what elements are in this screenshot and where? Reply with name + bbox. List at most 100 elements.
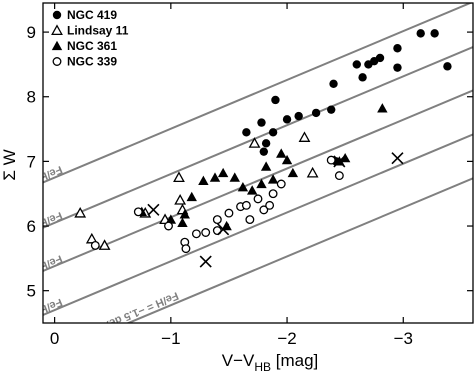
data-point-ngc-419 [259, 147, 269, 156]
iso-metallicity-line [125, 177, 473, 323]
data-point-ngc-419 [282, 115, 292, 124]
y-tick-label: 5 [27, 282, 36, 301]
data-point-ngc-339 [334, 171, 344, 181]
cross-marker [217, 223, 230, 236]
cross-stroke [199, 255, 212, 268]
legend-marker-lindsay-11 [51, 24, 63, 35]
data-point-ngc-419 [327, 105, 336, 114]
data-point-ngc-419 [416, 29, 425, 38]
data-point-ngc-339 [201, 228, 211, 237]
y-axis-label: Σ W [0, 149, 19, 180]
data-point-lindsay-11 [248, 137, 261, 148]
data-point-ngc-419 [329, 79, 338, 89]
data-point-ngc-361 [177, 217, 188, 227]
data-point-ngc-361 [256, 178, 267, 189]
cross-marker [147, 203, 160, 216]
data-point-ngc-419 [430, 29, 439, 38]
data-point-ngc-361 [281, 154, 293, 165]
data-point-ngc-419 [352, 60, 361, 69]
data-point-ngc-339 [326, 155, 336, 165]
cross-stroke [391, 152, 404, 165]
data-point-ngc-339 [268, 189, 278, 199]
data-point-lindsay-11 [174, 194, 187, 205]
data-point-ngc-361 [186, 191, 197, 202]
data-point-ngc-419 [393, 63, 402, 72]
data-point-ngc-361 [217, 167, 229, 178]
data-point-ngc-361 [267, 174, 279, 184]
data-point-ngc-339 [253, 194, 263, 204]
data-point-ngc-339 [191, 229, 201, 239]
data-point-ngc-361 [165, 214, 177, 224]
data-point-ngc-339 [164, 221, 173, 231]
data-point-ngc-361 [260, 161, 272, 171]
data-point-ngc-339 [90, 240, 100, 250]
cross-marker [391, 152, 404, 165]
plot-frame [42, 2, 474, 324]
x-tick-label: 0 [50, 329, 59, 348]
data-point-ngc-361 [209, 172, 221, 182]
y-tick-label: 6 [27, 217, 36, 236]
data-point-ngc-419 [311, 108, 321, 118]
iso-line-label: Fe/H = −1.5 dex [101, 289, 180, 331]
data-point-ngc-339 [224, 208, 234, 218]
legend-marker-ngc-339 [52, 57, 62, 66]
legend-marker-ngc-419 [52, 10, 62, 20]
iso-metallicity-line [43, 46, 473, 229]
data-point-ngc-339 [245, 215, 255, 225]
data-point-ngc-419 [393, 44, 402, 53]
data-point-ngc-361 [229, 172, 240, 182]
data-point-ngc-419 [242, 128, 251, 137]
iso-metallicity-line [43, 133, 473, 316]
data-point-ngc-339 [265, 200, 275, 210]
y-tick-label: 7 [27, 152, 36, 171]
y-tick-label: 9 [27, 23, 36, 42]
y-tick-label: 8 [27, 88, 36, 107]
data-point-lindsay-11 [173, 171, 185, 183]
data-point-ngc-339 [241, 200, 251, 210]
data-point-ngc-419 [443, 62, 452, 71]
x-axis-label: V−VHB [mag] [222, 351, 319, 374]
data-point-ngc-419 [294, 111, 303, 121]
data-point-ngc-339 [133, 207, 143, 217]
data-point-ngc-339 [259, 205, 269, 215]
legend-label-ngc-419: NGC 419 [67, 8, 117, 22]
data-point-lindsay-11 [98, 239, 111, 250]
data-point-ngc-419 [271, 95, 280, 105]
data-point-ngc-339 [276, 179, 286, 189]
legend-label-ngc-339: NGC 339 [67, 55, 117, 69]
data-point-ngc-361 [246, 185, 258, 195]
data-point-ngc-361 [198, 175, 209, 185]
data-point-ngc-419 [375, 53, 385, 63]
data-point-lindsay-11 [306, 166, 319, 178]
x-tick-label: −2 [277, 329, 296, 348]
data-point-ngc-361 [237, 182, 249, 192]
iso-metallicity-line [43, 89, 473, 272]
data-point-ngc-339 [181, 244, 191, 254]
x-tick-label: −3 [394, 329, 413, 348]
data-point-ngc-419 [257, 118, 266, 127]
data-point-ngc-361 [339, 152, 351, 163]
data-point-ngc-419 [261, 139, 271, 148]
cross-marker [333, 155, 346, 168]
data-point-ngc-339 [212, 215, 222, 225]
data-point-lindsay-11 [74, 206, 87, 218]
data-point-ngc-361 [287, 167, 299, 178]
legend-label-ngc-361: NGC 361 [67, 39, 117, 53]
data-point-ngc-361 [179, 209, 190, 219]
cross-stroke [217, 223, 230, 236]
cross-marker [199, 255, 212, 268]
legend-label-lindsay-11: Lindsay 11 [67, 24, 129, 38]
data-point-ngc-419 [268, 128, 278, 137]
data-point-ngc-361 [377, 103, 388, 113]
legend-marker-ngc-361 [51, 40, 63, 51]
cross-stroke [333, 155, 346, 168]
data-point-lindsay-11 [298, 131, 311, 142]
data-point-ngc-419 [358, 73, 367, 82]
iso-metallicity-line [43, 3, 473, 184]
cross-stroke [147, 203, 160, 216]
x-tick-label: −1 [161, 329, 180, 348]
data-point-ngc-361 [276, 148, 287, 158]
